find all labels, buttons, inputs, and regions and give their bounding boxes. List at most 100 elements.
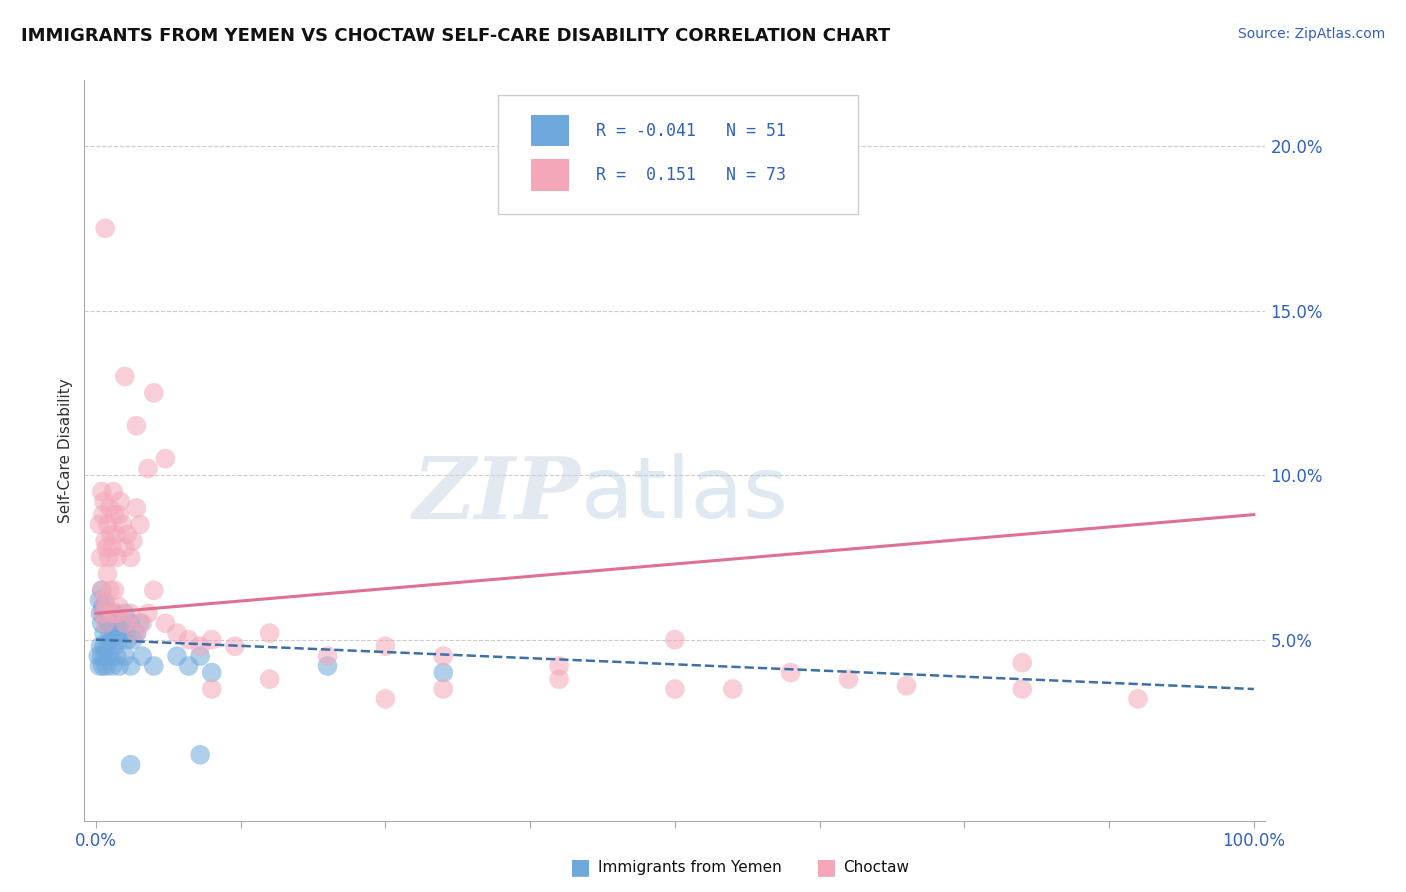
Point [120, 550, 142, 565]
Point [120, 659, 142, 673]
Text: R =  0.151   N = 73: R = 0.151 N = 73 [596, 166, 786, 184]
Point [114, 541, 136, 555]
Point [129, 517, 152, 532]
Point [90, 583, 112, 598]
Point [120, 616, 142, 631]
Point [166, 626, 188, 640]
Text: IMMIGRANTS FROM YEMEN VS CHOCTAW SELF-CARE DISABILITY CORRELATION CHART: IMMIGRANTS FROM YEMEN VS CHOCTAW SELF-CA… [21, 27, 890, 45]
Point [96, 659, 118, 673]
Point [101, 541, 124, 555]
Point [98, 626, 121, 640]
Point [90, 649, 112, 664]
Point [105, 649, 128, 664]
Point [125, 626, 148, 640]
Point [96, 613, 118, 627]
Point [188, 639, 211, 653]
Point [120, 607, 142, 621]
Point [114, 607, 136, 621]
Point [103, 484, 125, 499]
Point [664, 632, 686, 647]
Point [125, 501, 148, 516]
Point [96, 517, 118, 532]
Point [166, 649, 188, 664]
Point [374, 639, 396, 653]
Point [259, 672, 281, 686]
Point [97, 550, 120, 565]
Point [111, 517, 134, 532]
Point [89, 659, 111, 673]
Point [201, 632, 224, 647]
Text: atlas: atlas [581, 453, 789, 536]
Text: Choctaw: Choctaw [844, 860, 910, 874]
Point [96, 541, 118, 555]
Point [94, 533, 117, 548]
Point [548, 672, 571, 686]
Point [177, 659, 200, 673]
Point [188, 649, 211, 664]
Point [101, 607, 124, 621]
Point [108, 599, 131, 614]
Point [120, 757, 142, 772]
Text: R = -0.041   N = 51: R = -0.041 N = 51 [596, 121, 786, 140]
Point [115, 632, 138, 647]
Point [100, 632, 122, 647]
Point [105, 626, 128, 640]
Point [114, 369, 136, 384]
Point [721, 681, 744, 696]
Point [103, 508, 125, 522]
Point [94, 597, 117, 611]
Point [142, 659, 165, 673]
Point [96, 607, 118, 621]
Point [664, 681, 686, 696]
FancyBboxPatch shape [498, 95, 858, 213]
Point [110, 494, 132, 508]
Point [316, 659, 339, 673]
Y-axis label: Self-Care Disability: Self-Care Disability [58, 378, 73, 523]
Point [259, 626, 281, 640]
Point [91, 599, 114, 614]
Point [548, 659, 571, 673]
Point [94, 649, 117, 664]
Text: ■: ■ [815, 857, 837, 877]
Point [93, 593, 115, 607]
Point [432, 681, 454, 696]
Point [104, 527, 127, 541]
Point [316, 649, 339, 664]
Point [114, 616, 136, 631]
Point [93, 639, 115, 653]
Point [87, 649, 110, 664]
Point [131, 616, 153, 631]
Point [125, 418, 148, 433]
Point [90, 550, 112, 565]
Text: ZIP: ZIP [412, 453, 581, 537]
Point [114, 649, 136, 664]
Point [136, 461, 159, 475]
Point [91, 659, 114, 673]
Point [93, 626, 115, 640]
Point [103, 623, 125, 637]
Point [90, 616, 112, 631]
Point [96, 639, 118, 653]
Point [93, 494, 115, 508]
Point [374, 692, 396, 706]
Point [896, 679, 918, 693]
Point [90, 639, 112, 653]
Point [201, 665, 224, 680]
Point [90, 484, 112, 499]
FancyBboxPatch shape [531, 115, 568, 146]
Text: Source: ZipAtlas.com: Source: ZipAtlas.com [1237, 27, 1385, 41]
Point [98, 501, 121, 516]
Point [111, 626, 134, 640]
Point [96, 566, 118, 581]
Point [201, 681, 224, 696]
FancyBboxPatch shape [531, 160, 568, 191]
Point [100, 527, 122, 541]
Point [115, 527, 138, 541]
Point [103, 639, 125, 653]
Point [131, 649, 153, 664]
Point [90, 607, 112, 621]
Point [94, 616, 117, 631]
Point [142, 385, 165, 400]
Point [129, 616, 152, 631]
Point [90, 583, 112, 598]
